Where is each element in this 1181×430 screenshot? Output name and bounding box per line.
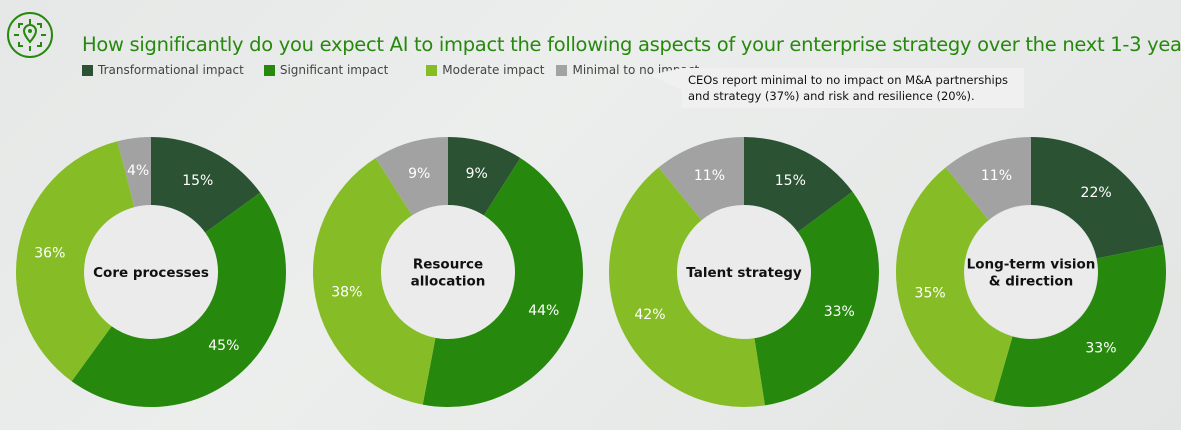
data-label: 9% bbox=[466, 166, 488, 182]
legend: Transformational impact Significant impa… bbox=[82, 63, 719, 77]
data-label: 9% bbox=[408, 166, 430, 182]
donut-segment bbox=[658, 137, 744, 221]
donut-hole bbox=[965, 206, 1097, 338]
data-label: 36% bbox=[34, 246, 65, 262]
donut-segment bbox=[117, 137, 151, 208]
data-label: 45% bbox=[208, 338, 239, 354]
chart-title: How significantly do you expect AI to im… bbox=[82, 33, 1181, 56]
donut-segment bbox=[744, 137, 853, 233]
donut-center-label: Talent strategy bbox=[686, 265, 802, 281]
donut-hole bbox=[678, 206, 810, 338]
data-label: 15% bbox=[775, 173, 806, 189]
donut-center-label: Resource bbox=[413, 257, 483, 273]
location-target-icon bbox=[7, 12, 53, 58]
legend-label: Moderate impact bbox=[442, 63, 545, 77]
donut-segment bbox=[312, 158, 436, 405]
data-label: 35% bbox=[915, 286, 946, 302]
donut-segment bbox=[609, 167, 765, 407]
donut-segment bbox=[448, 137, 521, 216]
donut-segment bbox=[895, 167, 1013, 402]
data-label: 15% bbox=[182, 173, 213, 189]
legend-swatch bbox=[426, 64, 438, 76]
donut-segment bbox=[151, 137, 261, 233]
donut-center-label: allocation bbox=[411, 274, 486, 290]
data-label: 11% bbox=[981, 168, 1012, 184]
legend-item-moderate: Moderate impact bbox=[426, 63, 544, 77]
donut-segment bbox=[15, 141, 135, 382]
callout-note: CEOs report minimal to no impact on M&A … bbox=[682, 68, 1024, 108]
data-label: 33% bbox=[824, 304, 855, 320]
data-label: 22% bbox=[1081, 185, 1112, 201]
donut-segment bbox=[422, 158, 583, 407]
donut-center-label: Long-term vision bbox=[967, 257, 1096, 273]
donut-segment bbox=[375, 137, 448, 216]
donut-hole bbox=[382, 206, 514, 338]
donut-center-label: Core processes bbox=[93, 265, 209, 281]
data-label: 33% bbox=[1085, 341, 1116, 357]
legend-swatch bbox=[82, 64, 93, 76]
donut-segment bbox=[754, 191, 879, 406]
data-label: 11% bbox=[694, 168, 725, 184]
donut-segment bbox=[993, 244, 1166, 407]
callout-pointer bbox=[650, 68, 682, 90]
data-label: 44% bbox=[528, 303, 559, 319]
legend-item-significant: Significant impact bbox=[263, 63, 389, 77]
data-label: 38% bbox=[331, 284, 362, 300]
data-label: 42% bbox=[634, 307, 665, 323]
legend-label: Transformational impact bbox=[98, 63, 244, 77]
legend-swatch bbox=[556, 64, 568, 76]
legend-label: Significant impact bbox=[279, 63, 389, 77]
donut-hole bbox=[85, 206, 217, 338]
donut-segment bbox=[71, 192, 286, 407]
donut-segment bbox=[945, 137, 1031, 221]
legend-item-transformational: Transformational impact bbox=[82, 63, 244, 77]
donut-segment bbox=[1031, 137, 1164, 259]
legend-swatch bbox=[263, 64, 275, 76]
donut-center-label: & direction bbox=[989, 274, 1074, 290]
data-label: 4% bbox=[127, 163, 149, 179]
